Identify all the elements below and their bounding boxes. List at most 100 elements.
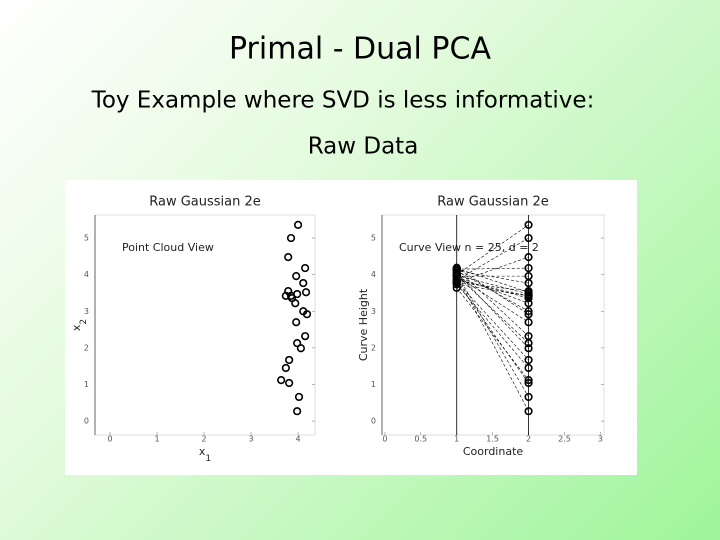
data-point [281,363,290,373]
curve-point [524,299,533,308]
curve-point [524,339,533,348]
x-tick-label: 3 [598,435,603,444]
curve [456,275,529,412]
y-tick-label: 1 [84,380,89,389]
data-point [294,392,304,402]
curve-point [524,233,533,243]
x-axis-label-sub: 1 [205,454,211,464]
curve [456,275,529,323]
x-axis-label: Coordinate [463,445,524,458]
data-point [301,263,310,273]
y-axis-label-main: Curve Height [357,288,370,361]
data-point [293,407,302,416]
curve-point [524,220,533,229]
curve [456,268,529,337]
data-point [277,375,286,385]
curve-point [524,263,533,273]
curve-point [524,289,533,299]
curve-point [524,318,533,327]
curve [456,237,529,281]
annotation: Point Cloud View [122,241,214,254]
curve-point [524,355,533,365]
curve-point [524,307,533,316]
curve-point [452,280,461,289]
y-tick-label: 4 [84,270,89,279]
curve [456,275,529,344]
curve-point [524,378,533,388]
curve [456,268,529,293]
chart-title: Raw Gaussian 2e [149,195,261,210]
x-axis-label-main: x [199,445,206,458]
curve [456,275,529,295]
curve [456,256,529,283]
data-point [284,252,293,262]
curve [456,283,529,369]
annotation: Curve View n = 25, d = 2 [399,241,539,254]
figure-panel [65,180,637,475]
x-tick-label: 2 [202,435,207,444]
curve [456,281,529,361]
y-tick-label: 0 [371,417,376,426]
x-tick-label: 4 [296,435,301,444]
y-tick-label: 1 [371,380,376,389]
x-tick-label: 1 [155,435,160,444]
curve-point [524,252,533,262]
curve-point [452,271,461,280]
curve-point [452,275,461,284]
curve-point [524,363,533,373]
y-axis-label-sub: 2 [79,319,89,325]
y-tick-label: 5 [371,234,376,243]
y-tick-label: 0 [84,417,89,426]
curve-point [524,278,533,288]
y-tick-label: 3 [371,307,376,316]
curve [456,287,529,381]
curve [456,279,529,299]
curve [456,273,529,398]
data-point [285,355,294,365]
x-tick-label: 0 [107,435,112,444]
x-tick-label: 2 [526,435,531,444]
data-point [301,288,311,297]
curve-point [524,375,533,385]
data-point [286,233,296,243]
chart-title: Raw Gaussian 2e [437,195,549,210]
data-point [293,220,303,229]
data-point [287,293,297,303]
curve [456,267,529,315]
data-point [293,339,302,348]
curve-point [524,344,533,353]
curve [456,282,529,292]
data-point [302,310,312,319]
data-point [292,318,301,327]
curve [456,276,529,304]
x-tick-label: 1 [454,435,459,444]
y-tick-label: 5 [84,234,89,243]
section-title: Raw Data [308,134,419,160]
curve [456,267,529,270]
y-tick-label: 3 [84,307,89,316]
data-point [293,289,302,299]
data-point [299,278,308,288]
x-tick-label: 2.5 [558,435,571,444]
y-axis-label: x2 [70,319,89,331]
x-tick-label: 0 [382,435,387,444]
data-point [296,344,305,353]
curve-point [524,392,533,402]
y-tick-label: 4 [371,270,376,279]
x-tick-label: 3 [249,435,254,444]
curve [456,283,529,297]
y-tick-label: 2 [371,343,376,352]
x-axis-label: x1 [199,445,211,464]
curve [456,224,529,275]
y-axis-label-main: x [70,324,83,331]
data-point [301,332,310,341]
slide-title: Primal - Dual PCA [229,32,491,67]
x-tick-label: 0.5 [414,435,427,444]
y-axis-label: Curve Height [357,288,370,361]
data-point [292,272,301,281]
slide-subtitle: Toy Example where SVD is less informativ… [91,88,595,114]
y-tick-label: 2 [84,343,89,352]
curve-point [524,407,533,416]
curve-point [524,293,533,303]
